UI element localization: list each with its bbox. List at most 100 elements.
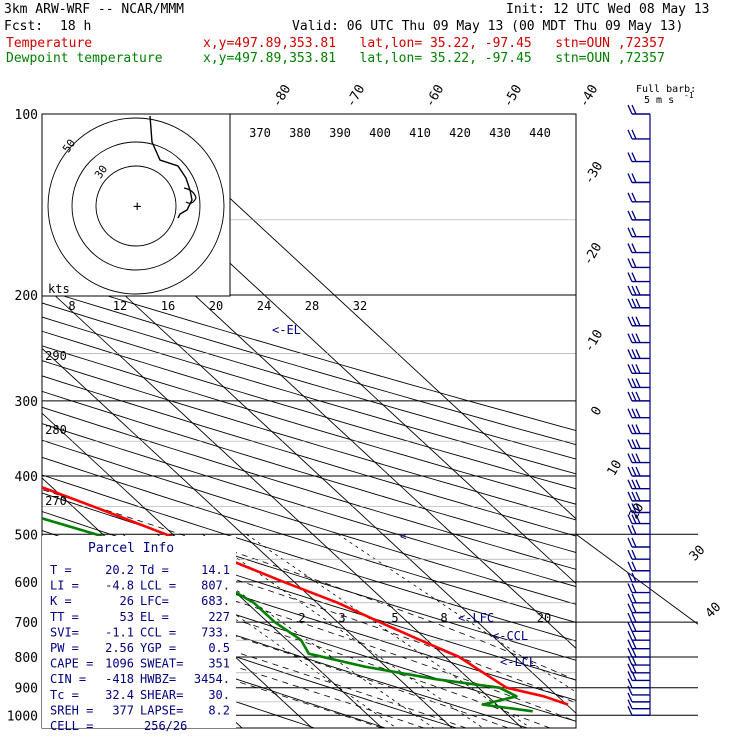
wind-barb-feather [627,378,633,388]
theta-label: 430 [489,126,511,140]
wind-barb [627,639,650,650]
wind-barb-feather [635,298,641,309]
parcel-param-value: 53 [120,610,134,624]
hodograph-trace-loop [183,187,197,204]
wind-barb-feather [631,152,637,162]
wind-barb-feather [631,537,637,548]
wind-barb-feather [627,603,633,613]
dry-adiabat-line [42,492,576,661]
wind-barb-feather [631,479,637,489]
wind-barb [627,129,650,140]
isotherm-line [42,282,523,728]
isotherm-label: -40 [577,82,602,110]
parcel-param-value: 1096 [105,657,134,671]
isotherm-line [42,412,383,728]
parcel-param-value: 377 [112,703,134,717]
mixing-ratio-line [202,533,484,728]
isotherm-label: -30 [582,159,607,187]
wind-barb [627,705,650,716]
wind-barb-feather [627,173,633,183]
wind-barb-feather [627,210,633,221]
wind-barb-feather [627,514,633,524]
isotherm-line [138,114,576,520]
parcel-param-label: EL = [140,610,169,624]
parcel-param-value: 20.2 [105,563,134,577]
wind-barb-feather [631,655,637,666]
wind-barb-feather [627,152,633,162]
wind-barb-feather [627,671,633,681]
wind-barb-feather [635,503,641,513]
wind-barb-feather [635,491,641,502]
wind-barb [627,663,650,674]
wind-barb-feather [627,272,633,282]
mixing-ratio-label: 5 [391,611,398,625]
wind-barb-feather [627,316,633,327]
wind-barb [627,647,650,658]
pressure-tick-label: 100 [15,108,38,123]
wind-barb-feather [635,453,641,463]
isotherm-label: 30 [687,543,709,565]
wind-barb [627,549,650,560]
parcel-param-label: TT = [50,610,79,624]
hodograph-speed-label: 8 [68,299,75,313]
parcel-param-value: 32.4 [105,688,134,702]
wind-barb-feather [627,699,633,709]
hodograph-speed-label: 24 [257,299,271,313]
wind-barb-feather [631,298,637,309]
wind-barb [627,453,650,464]
hodograph-speed-label: 12 [113,299,127,313]
level-marker-tick: < [400,530,407,543]
wind-barb-feather [627,549,633,560]
wind-barb-feather [631,391,637,402]
wind-barb-feather [631,258,637,268]
wind-barb [627,622,650,632]
pressure-tick-label: 1000 [7,709,38,724]
wind-barb-feather [627,705,633,716]
wind-barb [627,699,650,710]
wind-barb [627,678,650,689]
theta-label: 420 [449,126,471,140]
dry-adiabat-line [42,590,457,728]
isotherm-label: -10 [582,327,607,355]
wind-barb-feather [627,466,633,477]
theta-label-left: 270 [45,494,67,508]
level-marker: <-LFC [458,611,494,625]
wind-barb-feather [627,364,633,374]
wind-barb-feather [627,453,633,463]
wind-barb-feather [627,479,633,489]
wind-barb-feather [627,663,633,674]
wind-barb-feather [635,333,641,343]
isotherm-line [42,218,576,714]
forecast-hour: 18 h [60,19,92,34]
wind-barb-feather [627,572,633,583]
level-marker: <-EL [272,323,301,337]
wind-barb-feather [627,639,633,649]
hodograph-ring-label: 30 [92,163,110,181]
parcel-param-label: LAPSE= [140,703,183,717]
wind-barb-feather [627,408,633,418]
wind-barb-feather [627,192,633,203]
wind-barb [627,227,650,238]
wind-barb [627,671,650,682]
hodograph-ring [47,117,225,295]
wind-barb-feather [631,364,637,374]
mixing-ratio-line [337,533,576,693]
wind-barb-feather [631,129,637,140]
parcel-param-label: Td = [140,563,169,577]
wind-barb [627,210,650,221]
dry-adiabat-line [42,423,576,588]
moist-adiabat-line [42,606,425,728]
wind-barb-feather [627,227,633,237]
isotherm-label: 0 [589,404,606,418]
parcel-info-title: Parcel Info [88,541,174,556]
parcel-param-label: T = [50,563,72,577]
mixing-ratio-line [246,533,531,728]
wind-barb [627,333,650,344]
kts-label: kts [48,282,70,296]
wind-barb-feather [631,524,637,535]
wind-barb [627,583,650,594]
parcel-param-value: 733. [201,625,230,639]
pressure-tick-label: 600 [15,576,38,591]
hodograph: +50 30 [41,113,231,297]
